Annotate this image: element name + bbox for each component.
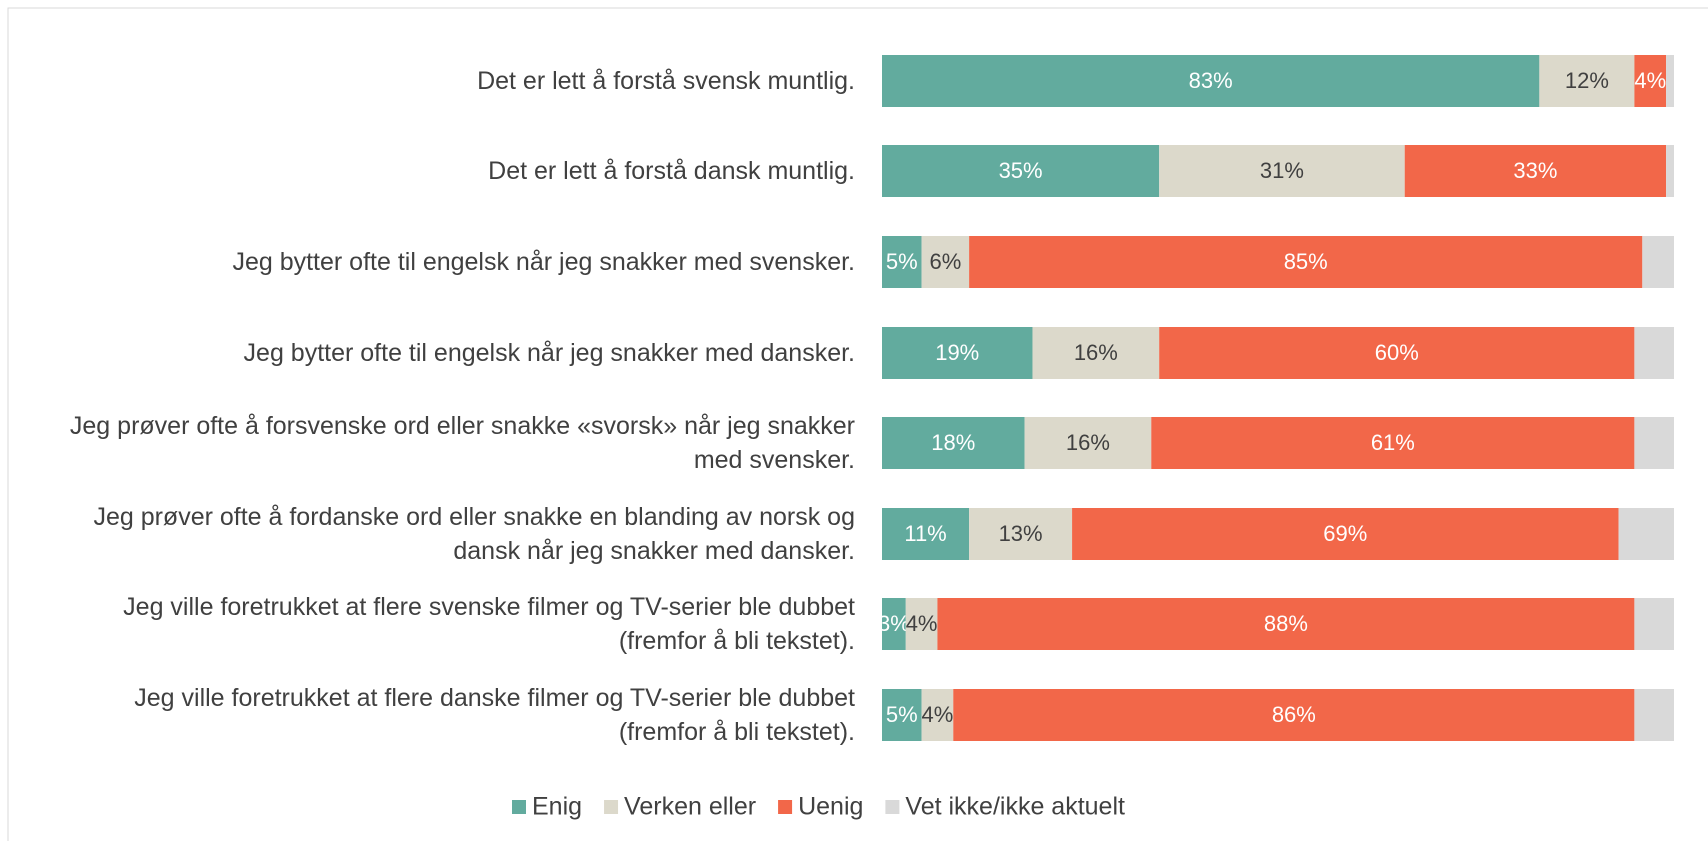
bar-segment xyxy=(1634,417,1674,469)
bar-segment xyxy=(1634,327,1674,379)
data-label: 85% xyxy=(1284,249,1328,274)
legend-swatch xyxy=(604,800,619,814)
data-label: 18% xyxy=(931,430,975,455)
data-label: 88% xyxy=(1264,611,1308,636)
bar-segment xyxy=(937,598,1635,650)
legend-label: Uenig xyxy=(798,793,863,821)
bar-segment xyxy=(1618,508,1674,560)
category-label: Jeg ville foretrukket at flere danske fi… xyxy=(134,684,855,746)
bar-segment xyxy=(882,55,1540,107)
data-label: 4% xyxy=(906,611,938,636)
legend-swatch xyxy=(778,800,793,814)
frame xyxy=(7,7,1708,841)
data-label: 3% xyxy=(878,611,910,636)
data-label: 5% xyxy=(886,249,918,274)
bar-segment xyxy=(1151,417,1635,469)
bar-segment xyxy=(1159,145,1405,197)
data-label: 4% xyxy=(922,702,954,727)
data-label: 12% xyxy=(1565,68,1609,93)
data-label: 31% xyxy=(1260,158,1304,183)
data-label: 60% xyxy=(1375,340,1419,365)
data-label: 5% xyxy=(886,702,918,727)
bar-segment xyxy=(1666,55,1674,107)
bar-segment xyxy=(1072,508,1619,560)
data-label: 35% xyxy=(999,158,1043,183)
legend-label: Vet ikke/ikke aktuelt xyxy=(905,793,1125,821)
category-label: Jeg ville foretrukket at flere svenske f… xyxy=(123,593,855,655)
bar-segment xyxy=(882,508,970,560)
bar-segment xyxy=(1404,145,1667,197)
category-label: Jeg prøver ofte å forsvenske ord eller s… xyxy=(69,412,855,474)
bar-segment xyxy=(969,236,1643,288)
legend-label: Verken eller xyxy=(624,793,756,821)
bar-segment xyxy=(1032,327,1160,379)
data-label: 33% xyxy=(1513,158,1557,183)
bar-segment xyxy=(969,508,1073,560)
category-label: Det er lett å forstå dansk muntlig. xyxy=(488,157,855,185)
data-label: 4% xyxy=(1634,68,1666,93)
bar-segment xyxy=(1634,689,1674,741)
bar-segment xyxy=(1634,598,1674,650)
category-label: Jeg prøver ofte å fordanske ord eller sn… xyxy=(93,503,855,565)
bar-segment xyxy=(921,236,970,288)
data-label: 69% xyxy=(1323,521,1367,546)
bar-segment xyxy=(882,417,1025,469)
bar-segment xyxy=(1159,327,1635,379)
data-label: 19% xyxy=(935,340,979,365)
data-label: 16% xyxy=(1066,430,1110,455)
bar-segment xyxy=(921,689,954,741)
category-label: Jeg bytter ofte til engelsk når jeg snak… xyxy=(243,339,855,367)
category-label: Jeg bytter ofte til engelsk når jeg snak… xyxy=(232,248,855,276)
bar-segment xyxy=(882,598,906,650)
bar-segment xyxy=(882,689,922,741)
bar-segment xyxy=(882,327,1033,379)
data-label: 11% xyxy=(904,521,946,546)
bar-segment xyxy=(882,145,1160,197)
legend-swatch xyxy=(885,800,900,814)
data-label: 16% xyxy=(1074,340,1118,365)
category-label: Det er lett å forstå svensk muntlig. xyxy=(477,67,855,95)
bar-segment xyxy=(882,236,922,288)
bar-segment xyxy=(1539,55,1635,107)
data-label: 61% xyxy=(1371,430,1415,455)
bar-segment xyxy=(1642,236,1674,288)
legend-label: Enig xyxy=(532,793,582,821)
bar-segment xyxy=(1634,55,1667,107)
data-label: 6% xyxy=(929,249,961,274)
bar-segment xyxy=(905,598,938,650)
bar-segment xyxy=(1024,417,1152,469)
bar-segment xyxy=(953,689,1635,741)
bar-segment xyxy=(1666,145,1674,197)
data-label: 13% xyxy=(999,521,1043,546)
legend-swatch xyxy=(512,800,526,814)
data-label: 86% xyxy=(1272,702,1316,727)
data-label: 83% xyxy=(1189,68,1233,93)
